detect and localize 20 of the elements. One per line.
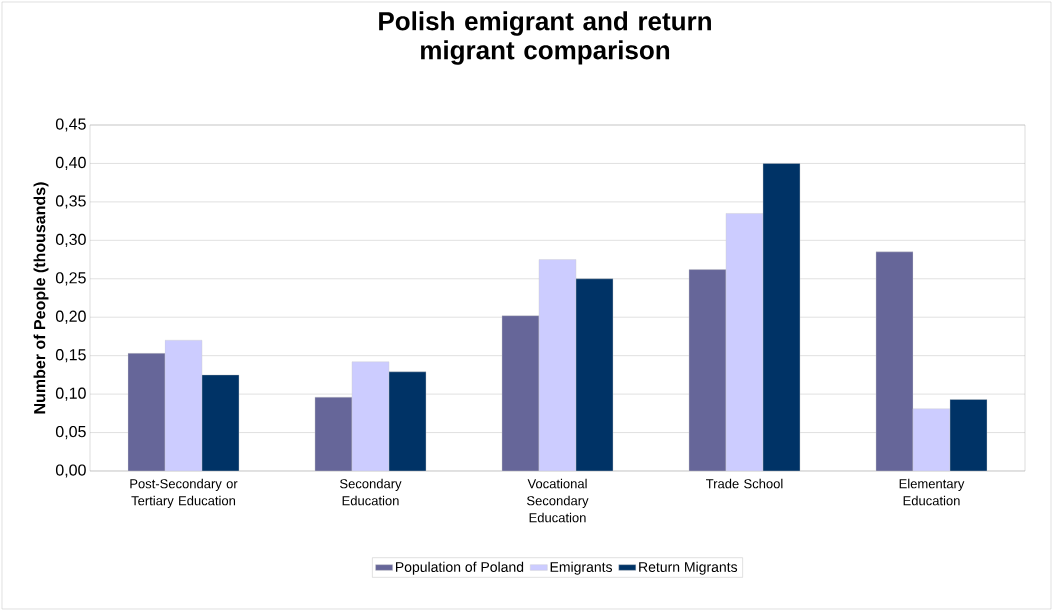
x-tick-label: Vocational Secondary Education <box>527 478 589 523</box>
y-tick-label: 0,40 <box>55 156 86 171</box>
x-tick-label: Elementary Education <box>899 478 965 506</box>
y-tick-label: 0,05 <box>55 425 86 440</box>
legend-label: Emigrants <box>550 561 613 575</box>
x-tick-label: Post-Secondary or Tertiary Education <box>130 478 238 508</box>
y-tick-label: 0,15 <box>55 349 86 363</box>
chart-title: Polish emigrant and return migrant comparison <box>379 11 711 65</box>
y-tick-label: 0,10 <box>55 387 86 401</box>
legend-label: Population of Poland <box>396 561 524 575</box>
x-tick-label: Trade School <box>706 478 783 489</box>
y-tick-label: 0,45 <box>55 118 86 132</box>
y-tick-label: 0,35 <box>55 195 86 209</box>
x-tick-label: Secondary Education <box>340 478 402 506</box>
legend-label: Return Migrants <box>639 561 738 575</box>
y-axis-title: Number of People (thousands) <box>33 182 49 414</box>
y-tick-label: 0,25 <box>55 272 86 286</box>
y-tick-label: 0,20 <box>55 310 86 324</box>
y-tick-label: 0,30 <box>55 233 86 247</box>
y-tick-label: 0,00 <box>55 464 86 478</box>
